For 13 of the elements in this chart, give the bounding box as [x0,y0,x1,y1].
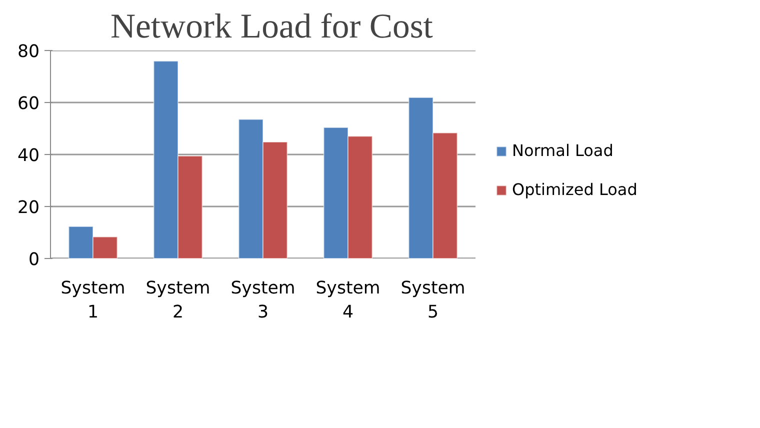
legend-label: Optimized Load [512,180,638,199]
y-tick-label: 20 [17,198,40,218]
legend-label: Normal Load [512,141,614,160]
y-tick-label: 40 [17,146,40,166]
y-tick-label: 0 [28,250,40,270]
y-tick-label: 80 [17,42,40,62]
x-tick-label: System 5 [400,278,466,322]
x-tick-label: System 2 [146,278,210,322]
x-tick-label: System 3 [230,278,296,322]
y-tick-label: 60 [17,94,40,114]
x-tick-label: System 1 [60,278,126,322]
chart-title: Network Load for Cost [110,8,434,46]
x-tick-label: System 4 [316,278,380,322]
